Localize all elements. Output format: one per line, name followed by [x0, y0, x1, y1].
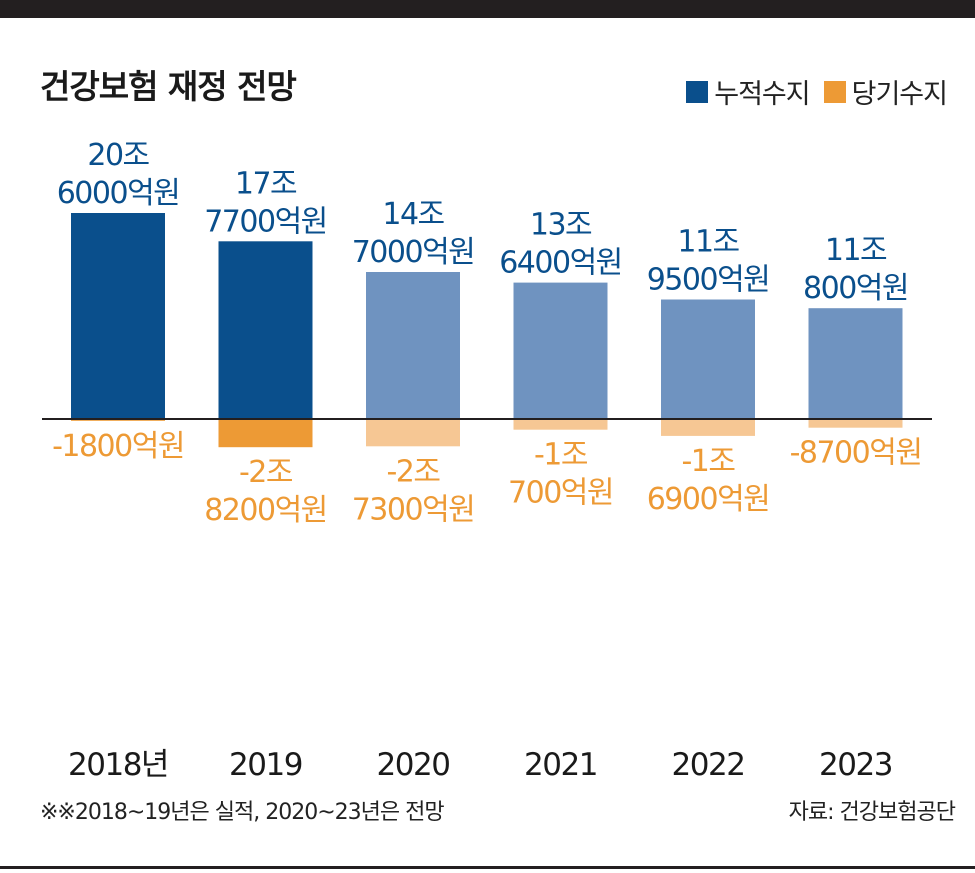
label-cumulative-0-1: 6000억원: [57, 176, 180, 211]
category-label-2: 2020: [377, 747, 450, 783]
legend-item-cumulative: 누적수지: [686, 72, 811, 111]
label-current-1-1: 8200억원: [204, 493, 327, 528]
source-note: 자료: 건강보험공단: [788, 800, 956, 825]
legend-label-current: 당기수지: [851, 79, 948, 110]
footnote: ※※2018~19년은 실적, 2020~23년은 전망: [40, 800, 445, 825]
bar-cumulative-1: [218, 241, 313, 419]
legend: 누적수지 당기수지: [686, 72, 948, 111]
bar-current-4: [661, 419, 755, 436]
legend-swatch-current: [823, 80, 846, 103]
chart-title: 건강보험 재정 전망: [40, 67, 297, 106]
category-label-1: 2019: [229, 747, 302, 783]
bar-cumulative-3: [513, 282, 608, 419]
category-label-5: 2023: [819, 747, 892, 783]
label-current-2-1: 7300억원: [352, 492, 475, 527]
label-cumulative-0-0: 20조: [87, 138, 149, 173]
legend-label-cumulative: 누적수지: [714, 79, 810, 110]
label-cumulative-4-0: 11조: [677, 225, 739, 260]
label-current-0-0: -1800억원: [52, 429, 184, 464]
legend-item-current: 당기수지: [823, 72, 948, 111]
legend-swatch-cumulative: [686, 80, 709, 103]
label-cumulative-3-0: 13조: [530, 208, 592, 243]
bar-cumulative-5: [808, 308, 903, 419]
bottom-rule: [0, 866, 975, 869]
bar-current-3: [513, 419, 608, 430]
label-current-4-1: 6900억원: [647, 482, 770, 517]
category-label-4: 2022: [672, 747, 745, 783]
bar-cumulative-2: [366, 272, 460, 419]
label-current-3-1: 700억원: [508, 476, 613, 511]
label-current-4-0: -1조: [681, 444, 735, 479]
label-cumulative-5-1: 800억원: [803, 271, 908, 306]
bar-current-1: [218, 419, 313, 448]
bar-cumulative-0: [71, 213, 165, 419]
label-cumulative-1-1: 7700억원: [204, 204, 327, 239]
label-cumulative-2-0: 14조: [382, 197, 444, 232]
category-label-3: 2021: [524, 747, 597, 783]
label-current-1-0: -2조: [239, 455, 293, 490]
bar-current-5: [808, 419, 903, 428]
top-bar: [0, 0, 975, 18]
bar-current-2: [366, 419, 460, 447]
label-cumulative-4-1: 9500억원: [647, 263, 770, 298]
label-current-5-0: -8700억원: [790, 436, 922, 471]
label-current-3-0: -1조: [534, 438, 588, 473]
category-label-0: 2018년: [68, 747, 168, 783]
label-cumulative-2-1: 7000억원: [352, 235, 475, 270]
label-current-2-0: -2조: [386, 454, 440, 489]
label-cumulative-5-0: 11조: [825, 233, 887, 268]
bar-cumulative-4: [661, 299, 755, 419]
label-cumulative-3-1: 6400억원: [499, 246, 622, 281]
label-cumulative-1-0: 17조: [235, 166, 297, 201]
